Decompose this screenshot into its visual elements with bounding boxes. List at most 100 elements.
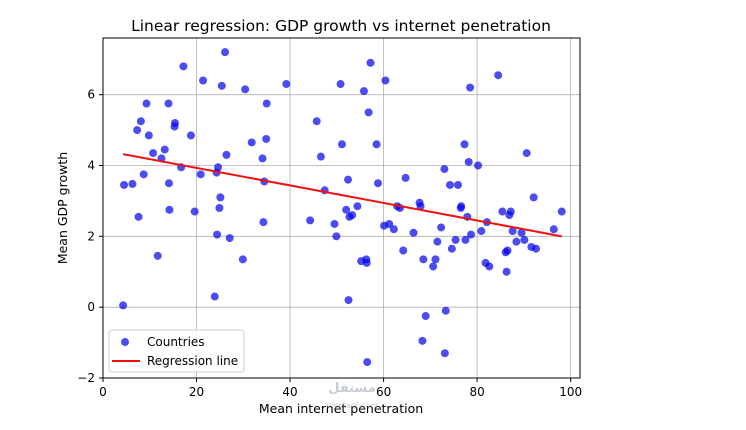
data-point [506,207,515,216]
data-point [503,246,512,255]
data-point [262,99,271,108]
data-point [418,336,427,345]
data-point [464,157,473,166]
data-point [453,180,462,189]
data-point [409,228,418,237]
data-point [520,235,529,244]
data-point [362,258,371,267]
data-point [330,219,339,228]
legend-box [108,329,245,373]
data-point [136,117,145,126]
data-point [359,87,368,96]
data-point [262,134,271,143]
data-point [532,244,541,253]
data-point [164,179,173,188]
data-point [153,251,162,260]
regression-line [122,153,562,238]
data-point [186,131,195,140]
data-point [241,85,250,94]
data-point [160,145,169,154]
data-point [477,227,486,236]
data-point [190,207,199,216]
data-point [494,71,503,80]
data-point [258,154,267,163]
data-point [498,207,507,216]
data-point [196,170,205,179]
data-point [517,228,526,237]
data-point [431,255,440,264]
data-point [139,170,148,179]
watermark-brand: مستقل [328,381,376,396]
data-point [344,175,353,184]
data-point [401,173,410,182]
data-point [199,76,208,85]
x-axis-label: Mean internet penetration [259,401,423,416]
data-point [165,205,174,214]
data-point [142,99,151,108]
legend-label-regression-line: Regression line [147,354,238,368]
data-point [133,126,142,135]
data-point [474,161,483,170]
data-point [381,76,390,85]
data-point [445,180,454,189]
x-tick-label: 0 [99,385,107,399]
data-point [222,150,231,159]
data-point [214,163,223,172]
data-point [485,262,494,271]
y-tick-label: 2 [87,229,95,243]
data-point [247,138,256,147]
data-point [215,204,224,212]
data-point [512,237,521,246]
legend: Countries Regression line [108,329,245,373]
chart-title: Linear regression: GDP growth vs interne… [131,17,551,35]
data-point [421,312,430,321]
data-point [399,246,408,255]
data-point [144,131,153,140]
data-point [440,165,449,174]
data-point [119,301,128,310]
data-point [238,255,247,264]
data-point [366,58,375,67]
y-tick-label: 0 [87,300,95,314]
data-point [429,262,438,271]
data-point [312,117,321,126]
data-point [457,202,466,211]
grid [102,38,580,379]
data-point [336,80,345,89]
data-point [332,232,341,241]
data-point [389,225,398,234]
plot-frame [102,37,581,379]
x-tick-label: 40 [282,385,297,399]
x-tick-label: 60 [376,385,391,399]
data-point [437,223,446,232]
data-point [441,306,450,315]
data-point [440,349,449,358]
data-point [447,244,456,253]
data-point [508,227,517,236]
data-point [502,267,511,276]
data-point [171,119,180,127]
data-point [467,230,476,239]
data-point [134,212,143,221]
data-point [549,225,558,234]
data-point [451,235,460,244]
y-tick-label: 6 [87,88,95,102]
x-tick-label: 80 [469,385,484,399]
data-point [529,193,538,202]
data-point [466,83,475,92]
data-point [385,219,394,228]
data-point [433,237,442,246]
watermark-url: mostaql.com [326,401,378,410]
data-point [221,48,230,57]
data-point [461,235,470,244]
data-point [179,62,188,71]
data-point [120,180,129,189]
axis-ticks: 0 20 40 60 80 100 −2 0 2 4 6 [77,88,582,399]
data-point [364,108,373,117]
data-point [149,149,158,158]
data-point [213,230,222,239]
y-tick-label: −2 [77,371,95,385]
data-point [363,358,372,367]
data-point [419,255,428,264]
y-axis-label: Mean GDP growth [55,152,70,264]
